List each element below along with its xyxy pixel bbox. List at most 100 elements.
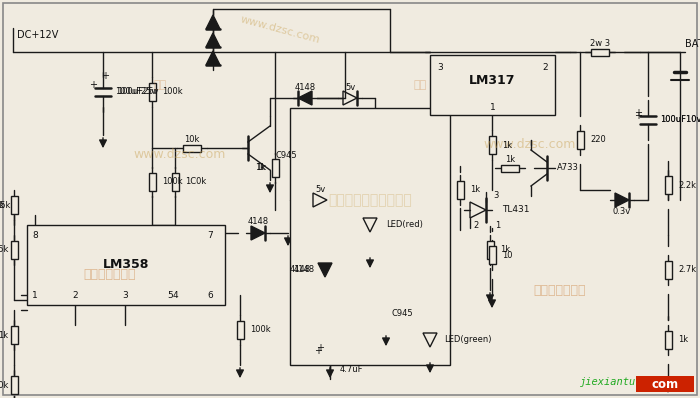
- Polygon shape: [206, 15, 220, 29]
- Text: 100uF25v: 100uF25v: [115, 88, 157, 96]
- Text: 2: 2: [542, 62, 548, 72]
- Text: www.dzsc.com: www.dzsc.com: [239, 14, 321, 45]
- Text: 100uF25v: 100uF25v: [117, 88, 158, 96]
- Text: 4148: 4148: [247, 217, 269, 226]
- Text: 2.7k: 2.7k: [678, 265, 696, 275]
- Text: 3: 3: [437, 62, 443, 72]
- Text: +: +: [634, 108, 642, 118]
- Text: 100uF10v: 100uF10v: [660, 115, 700, 125]
- Text: www.dzsc.com: www.dzsc.com: [484, 139, 576, 152]
- Polygon shape: [206, 33, 220, 47]
- Text: 5: 5: [167, 291, 173, 300]
- Bar: [486, 241, 493, 259]
- Bar: [148, 83, 155, 101]
- Text: BATT: BATT: [685, 39, 700, 49]
- Text: LM317: LM317: [469, 74, 516, 86]
- Bar: [10, 376, 18, 394]
- Text: 15k: 15k: [0, 246, 8, 254]
- Bar: [430, 55, 555, 115]
- Text: 维库电子市场网: 维库电子市场网: [533, 283, 587, 297]
- Text: 1: 1: [489, 103, 496, 111]
- Text: jiexiantu: jiexiantu: [580, 377, 636, 387]
- Text: C945: C945: [392, 308, 414, 318]
- Bar: [237, 321, 244, 339]
- Text: TL431: TL431: [502, 205, 529, 215]
- Text: 6: 6: [207, 291, 213, 300]
- Text: www.dzsc.com: www.dzsc.com: [134, 148, 226, 162]
- Text: 4: 4: [172, 291, 178, 300]
- Text: 100k: 100k: [250, 326, 271, 334]
- Text: 维库电子市场网: 维库电子市场网: [84, 269, 136, 281]
- Text: 5v: 5v: [345, 82, 355, 92]
- Bar: [577, 131, 584, 149]
- Text: 100k: 100k: [162, 178, 183, 187]
- Text: 杭州将睿科技有限公司: 杭州将睿科技有限公司: [328, 193, 412, 207]
- Text: 100k: 100k: [162, 88, 183, 96]
- Text: A733: A733: [557, 164, 579, 172]
- Bar: [501, 164, 519, 172]
- Text: 3: 3: [122, 291, 128, 300]
- Text: 15k: 15k: [0, 201, 4, 209]
- Text: 2.2k: 2.2k: [678, 181, 696, 189]
- Bar: [172, 173, 178, 191]
- Text: 1: 1: [32, 291, 38, 300]
- Text: 4148: 4148: [290, 265, 311, 275]
- Text: +: +: [101, 71, 109, 81]
- Polygon shape: [206, 51, 220, 65]
- Text: 5v: 5v: [315, 185, 325, 193]
- Text: 10k: 10k: [184, 135, 199, 144]
- Bar: [636, 376, 694, 392]
- Text: 1: 1: [496, 220, 500, 230]
- Text: 1k: 1k: [255, 164, 265, 172]
- Bar: [10, 241, 18, 259]
- Text: 2: 2: [72, 291, 78, 300]
- Text: +: +: [316, 343, 324, 353]
- Text: +: +: [634, 111, 642, 121]
- Text: 1k: 1k: [500, 246, 510, 254]
- Bar: [148, 173, 155, 191]
- Polygon shape: [615, 193, 629, 207]
- Bar: [664, 261, 671, 279]
- Bar: [27, 225, 225, 305]
- Text: 1k: 1k: [470, 185, 480, 195]
- Bar: [489, 136, 496, 154]
- Bar: [10, 196, 18, 214]
- Text: 7: 7: [207, 230, 213, 240]
- Bar: [664, 331, 671, 349]
- Text: 15k: 15k: [0, 201, 10, 209]
- Text: 1k: 1k: [505, 154, 515, 164]
- Text: 4.7uF: 4.7uF: [340, 365, 363, 373]
- Text: 0.3v: 0.3v: [613, 207, 631, 215]
- Text: 10k: 10k: [0, 380, 8, 390]
- Text: +: +: [314, 346, 322, 356]
- Bar: [489, 246, 496, 264]
- Text: 1k: 1k: [256, 164, 266, 172]
- Text: 维库: 维库: [153, 80, 167, 90]
- Text: LED(red): LED(red): [386, 220, 423, 230]
- Text: 1k: 1k: [678, 336, 688, 345]
- Text: 1k: 1k: [0, 330, 8, 339]
- Text: 3: 3: [494, 191, 498, 199]
- Text: 8: 8: [32, 230, 38, 240]
- Polygon shape: [298, 91, 312, 105]
- Polygon shape: [251, 226, 265, 240]
- Text: 2w 3: 2w 3: [590, 39, 610, 47]
- Bar: [591, 49, 609, 55]
- Text: 4148: 4148: [294, 265, 315, 275]
- Text: LED(green): LED(green): [444, 336, 491, 345]
- Text: 220: 220: [590, 135, 606, 144]
- Text: C945: C945: [276, 152, 298, 160]
- Text: +: +: [89, 80, 97, 90]
- Text: 4148: 4148: [295, 82, 316, 92]
- Bar: [664, 176, 671, 194]
- Bar: [10, 326, 18, 344]
- Bar: [272, 159, 279, 177]
- Text: 2: 2: [473, 220, 479, 230]
- Text: 1k: 1k: [502, 140, 512, 150]
- Bar: [183, 144, 201, 152]
- Text: 100uF10v: 100uF10v: [660, 115, 700, 125]
- Text: DC+12V: DC+12V: [17, 30, 58, 40]
- Bar: [456, 181, 463, 199]
- Polygon shape: [318, 263, 332, 277]
- Text: com: com: [652, 377, 678, 390]
